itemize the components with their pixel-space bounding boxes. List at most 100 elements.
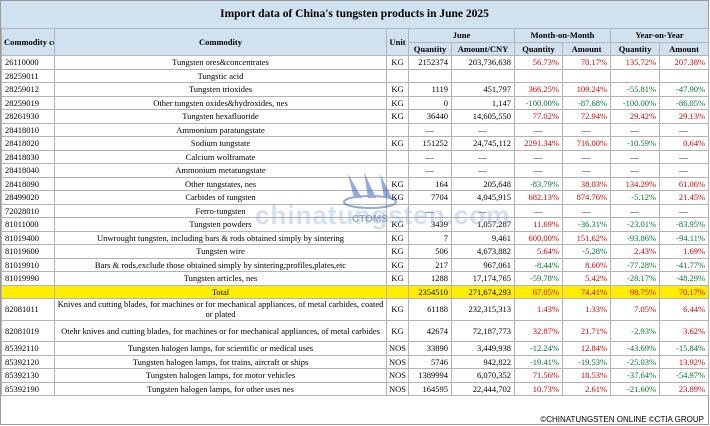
yoy-amount-cell: -48.29% xyxy=(659,271,710,286)
unit-cell: KG xyxy=(386,271,409,286)
table-row: 28418090 Other tungstates, nes KG 164 205,64… xyxy=(1,176,710,191)
commodity-cell: Total xyxy=(54,284,387,299)
mom-quantity-cell: — xyxy=(514,203,564,218)
table-row: 82081011 Knives and cutting blades, for m… xyxy=(1,298,710,321)
commodity-cell: Tungsten trioxides xyxy=(54,82,387,97)
commodity-code-cell: 28418030 xyxy=(1,149,55,164)
mom-amount-cell: 151.62% xyxy=(562,230,612,245)
commodity-cell: Knives and cutting blades, for machines … xyxy=(54,298,387,321)
unit-cell: KG xyxy=(386,230,409,245)
unit-cell: NOS xyxy=(386,368,409,383)
june-amount-cell: 6,070,352 xyxy=(450,368,516,383)
commodity-code-cell xyxy=(1,284,55,299)
yoy-amount-cell: -47.90% xyxy=(659,82,710,97)
header-yoy-amount: Amount xyxy=(659,41,710,56)
yoy-amount-cell: -94.11% xyxy=(659,230,710,245)
yoy-amount-cell: 21.45% xyxy=(659,190,710,205)
june-quantity-cell: 151252 xyxy=(408,136,452,151)
june-quantity-cell: 7704 xyxy=(408,190,452,205)
table-row: 28418040 Ammonium metatungstate — — — — — — xyxy=(1,163,710,178)
commodity-code-cell: 81011000 xyxy=(1,217,55,232)
yoy-quantity-cell: 135.72% xyxy=(610,55,661,70)
table-row: 85392120 Tungsten halogen lamps, for trai… xyxy=(1,354,710,369)
commodity-code-cell: 81019910 xyxy=(1,257,55,272)
june-quantity-cell: 0 xyxy=(408,95,452,110)
header-month-on-month: Month-on-Month xyxy=(514,28,612,43)
mom-quantity-cell: -59.78% xyxy=(514,271,564,286)
yoy-quantity-cell: -55.81% xyxy=(610,82,661,97)
commodity-cell: Tungsten wire xyxy=(54,244,387,259)
commodity-cell: Tungsten halogen lamps, for scientific o… xyxy=(54,341,387,356)
unit-cell: KG xyxy=(386,319,409,342)
yoy-amount-cell: 1.69% xyxy=(659,244,710,259)
commodity-code-cell: 72028010 xyxy=(1,203,55,218)
mom-amount-cell: 874.76% xyxy=(562,190,612,205)
table-row: 28259011 Tungstic acid xyxy=(1,68,710,83)
yoy-quantity-cell xyxy=(610,68,661,83)
table-row: 28418010 Ammonium paratungstate — — — — — — xyxy=(1,122,710,137)
yoy-quantity-cell: -77.28% xyxy=(610,257,661,272)
header-mom-quantity: Quantity xyxy=(514,41,564,56)
yoy-amount-cell: 0.64% xyxy=(659,136,710,151)
mom-quantity-cell: — xyxy=(514,149,564,164)
commodity-code-cell: 28499020 xyxy=(1,190,55,205)
june-amount-cell: 14,605,550 xyxy=(450,109,516,124)
unit-cell: KG xyxy=(386,190,409,205)
yoy-amount-cell: 3.62% xyxy=(659,319,710,342)
yoy-quantity-cell: 134.29% xyxy=(610,176,661,191)
mom-quantity-cell: 10.73% xyxy=(514,381,564,396)
mom-quantity-cell: 11.69% xyxy=(514,217,564,232)
mom-amount-cell: 1.33% xyxy=(562,298,612,321)
yoy-quantity-cell: — xyxy=(610,163,661,178)
yoy-quantity-cell: -100.00% xyxy=(610,95,661,110)
header-yoy-quantity: Quantity xyxy=(610,41,661,56)
table-row: 82081019 Otehr knives and cutting blades,… xyxy=(1,319,710,342)
june-amount-cell: 9,461 xyxy=(450,230,516,245)
june-quantity-cell: 42674 xyxy=(408,319,452,342)
june-quantity-cell: 3439 xyxy=(408,217,452,232)
yoy-amount-cell: 23.89% xyxy=(659,381,710,396)
commodity-cell: Ammonium metatungstate xyxy=(54,163,387,178)
table-row: 85392110 Tungsten halogen lamps, for scie… xyxy=(1,341,710,356)
june-amount-cell: 4,673,882 xyxy=(450,244,516,259)
june-quantity-cell: 217 xyxy=(408,257,452,272)
commodity-cell: Other tungsten oxides&hydroxides, nes xyxy=(54,95,387,110)
unit-cell: KG xyxy=(386,257,409,272)
table-row: 81019910 Bars & rods,exclude those obtain… xyxy=(1,257,710,272)
june-amount-cell: 1,057,287 xyxy=(450,217,516,232)
mom-quantity-cell: 56.73% xyxy=(514,55,564,70)
june-amount-cell xyxy=(450,68,516,83)
mom-quantity-cell: 77.02% xyxy=(514,109,564,124)
yoy-amount-cell xyxy=(659,68,710,83)
yoy-amount-cell: -41.77% xyxy=(659,257,710,272)
mom-amount-cell: -87.68% xyxy=(562,95,612,110)
table-row: 85392130 Tungsten halogen lamps, for moto… xyxy=(1,368,710,383)
commodity-code-cell: 28418010 xyxy=(1,122,55,137)
header-commodity: Commodity xyxy=(54,28,387,56)
june-quantity-cell: 164 xyxy=(408,176,452,191)
table-row: 81019400 Unwrought tungsten, including ba… xyxy=(1,230,710,245)
june-amount-cell: 203,736,638 xyxy=(450,55,516,70)
mom-quantity-cell: 71.56% xyxy=(514,368,564,383)
yoy-amount-cell: -15.84% xyxy=(659,341,710,356)
yoy-quantity-cell: -21.60% xyxy=(610,381,661,396)
yoy-quantity-cell: -28.17% xyxy=(610,271,661,286)
commodity-cell: Tungsten powders xyxy=(54,217,387,232)
mom-amount-cell: — xyxy=(562,203,612,218)
table-row: 72028010 Ferro-tungsten — — — — — — xyxy=(1,203,710,218)
june-amount-cell: 205,648 xyxy=(450,176,516,191)
june-amount-cell: 24,745,112 xyxy=(450,136,516,151)
unit-cell: KG xyxy=(386,244,409,259)
commodity-code-cell: 85392120 xyxy=(1,354,55,369)
june-quantity-cell: 61188 xyxy=(408,298,452,321)
unit-cell: KG xyxy=(386,95,409,110)
yoy-amount-cell: — xyxy=(659,149,710,164)
june-quantity-cell: — xyxy=(408,149,452,164)
mom-amount-cell: 12.84% xyxy=(562,341,612,356)
unit-cell xyxy=(386,68,409,83)
mom-quantity-cell: — xyxy=(514,163,564,178)
june-quantity-cell: 1119 xyxy=(408,82,452,97)
mom-quantity-cell: 366.25% xyxy=(514,82,564,97)
mom-quantity-cell: -83.79% xyxy=(514,176,564,191)
unit-cell xyxy=(386,163,409,178)
